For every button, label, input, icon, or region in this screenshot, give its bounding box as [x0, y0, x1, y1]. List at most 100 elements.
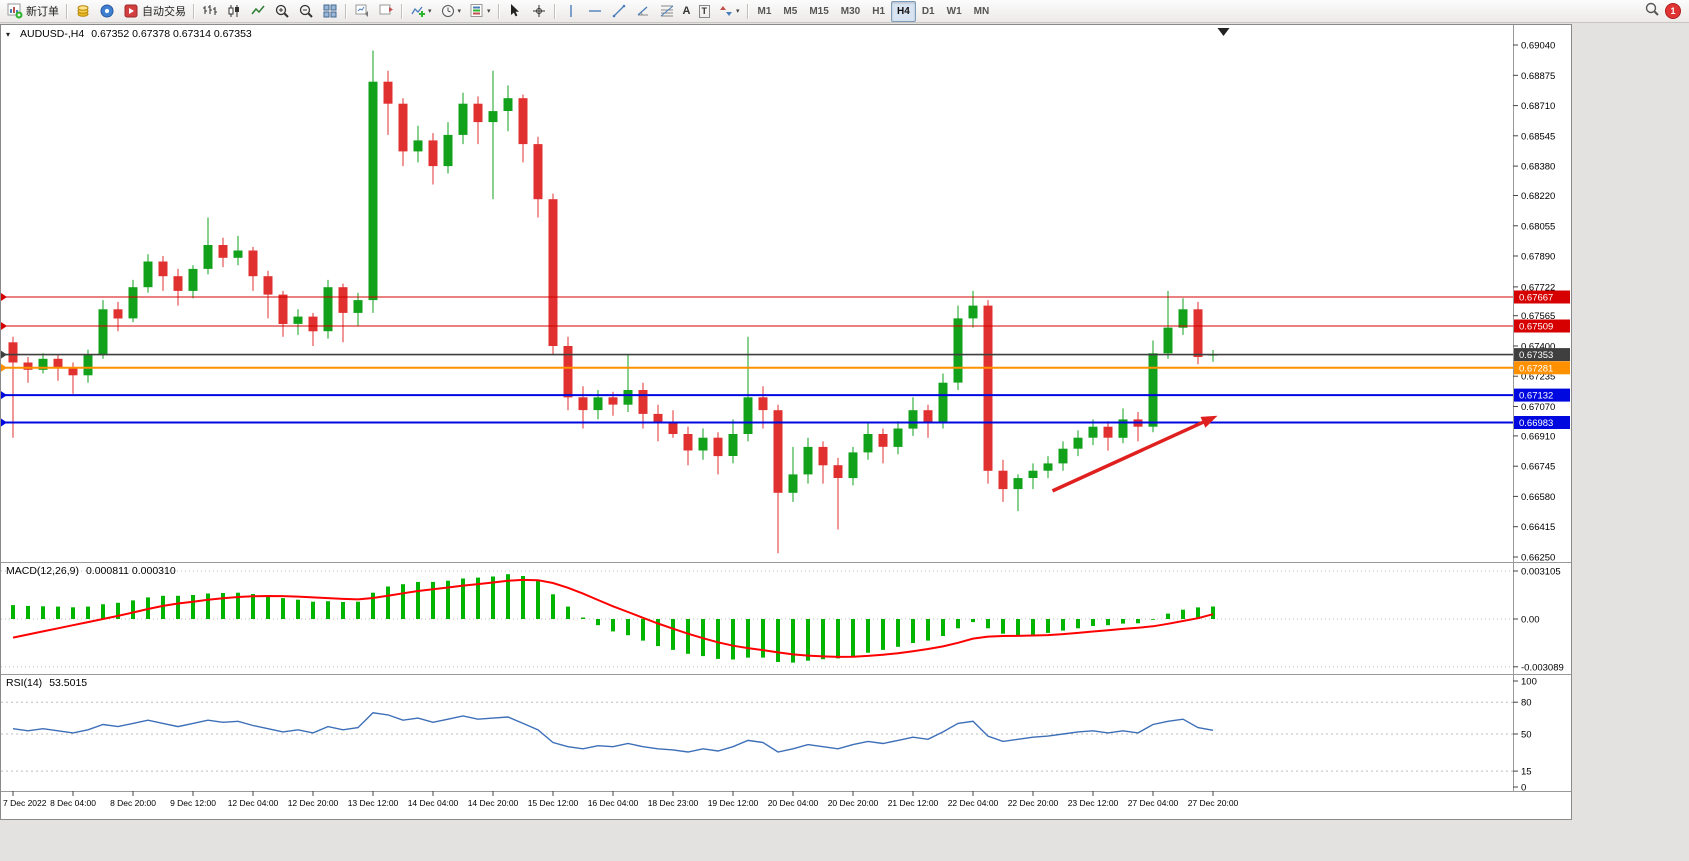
line-chart-button[interactable] — [246, 1, 270, 22]
svg-text:0.69040: 0.69040 — [1521, 41, 1555, 52]
svg-text:50: 50 — [1521, 730, 1532, 741]
fibonacci-tool-button[interactable] — [655, 1, 679, 22]
cursor-icon — [507, 3, 523, 19]
svg-text:18 Dec 23:00: 18 Dec 23:00 — [648, 798, 699, 808]
bar-chart-button[interactable] — [198, 1, 222, 22]
new-order-button[interactable]: 新订单 — [3, 1, 63, 22]
templates-button[interactable]: ▾ — [465, 1, 495, 22]
zoom-out-button[interactable] — [294, 1, 318, 22]
candlestick-chart-button[interactable] — [222, 1, 246, 22]
svg-text:0.67667: 0.67667 — [1519, 293, 1553, 304]
svg-text:14 Dec 20:00: 14 Dec 20:00 — [468, 798, 519, 808]
svg-text:16 Dec 04:00: 16 Dec 04:00 — [588, 798, 639, 808]
timeframe-w1-button[interactable]: W1 — [946, 5, 962, 17]
chart-shift-marker — [1217, 28, 1230, 36]
svg-text:0.67132: 0.67132 — [1519, 391, 1553, 402]
trend-angle-tool-button[interactable] — [631, 1, 655, 22]
svg-text:0.68220: 0.68220 — [1521, 191, 1555, 202]
indicators-button[interactable]: ▾ — [406, 1, 436, 22]
svg-text:7 Dec 2022: 7 Dec 2022 — [3, 798, 47, 808]
chart-shift-button[interactable] — [374, 1, 398, 22]
symbol-period-label: AUDUSD-,H4 — [20, 28, 85, 40]
zoom-in-icon — [274, 3, 290, 19]
auto-scroll-button[interactable] — [350, 1, 374, 22]
svg-text:0.67565: 0.67565 — [1521, 311, 1555, 322]
time-axis[interactable]: 7 Dec 2022 8 Dec 04:00 8 Dec 20:00 9 Dec 12… — [3, 791, 1239, 808]
svg-text:0.67890: 0.67890 — [1521, 252, 1555, 263]
main-toolbar: 新订单 自动交易 ▾ ▾ — [0, 0, 1689, 23]
svg-text:0.66745: 0.66745 — [1521, 462, 1555, 473]
svg-text:0.68875: 0.68875 — [1521, 71, 1555, 82]
zoom-in-button[interactable] — [270, 1, 294, 22]
timeframe-m15-button[interactable]: M15 — [809, 5, 829, 17]
text-tool-button[interactable]: A — [679, 1, 695, 22]
svg-text:23 Dec 12:00: 23 Dec 12:00 — [1068, 798, 1119, 808]
rsi-value: 53.5015 — [49, 677, 88, 689]
svg-text:0.68545: 0.68545 — [1521, 131, 1555, 142]
auto-trading-icon — [123, 3, 139, 19]
price-axis[interactable]: 0.69040 0.68875 0.68710 0.68545 0.68380 0.682… — [1513, 41, 1555, 564]
candlestick-plot[interactable] — [8, 28, 1230, 554]
chart-window: 0.69040 0.68875 0.68710 0.68545 0.68380 0.682… — [0, 24, 1572, 820]
fibonacci-icon — [659, 3, 675, 19]
trend-arrow[interactable] — [1051, 415, 1218, 493]
svg-text:22 Dec 20:00: 22 Dec 20:00 — [1008, 798, 1059, 808]
cursor-button[interactable] — [503, 1, 527, 22]
timeframe-m1-button[interactable]: M1 — [757, 5, 772, 17]
horizontal-lines[interactable]: 0.67667 0.67509 0.67353 0.67281 0.67132 0.669… — [1, 290, 1570, 430]
zoom-out-icon — [298, 3, 314, 19]
timeframe-h1-button[interactable]: H1 — [872, 5, 886, 17]
timeframe-m30-button[interactable]: M30 — [840, 5, 861, 17]
svg-text:-0.003089: -0.003089 — [1521, 662, 1564, 673]
crosshair-button[interactable] — [527, 1, 551, 22]
toolbar-separator — [746, 3, 749, 19]
rsi-name: RSI(14) — [6, 677, 43, 689]
timeframe-d1-button[interactable]: D1 — [921, 5, 935, 17]
toolbar-separator — [553, 3, 556, 19]
timeframe-mn-button[interactable]: MN — [973, 5, 990, 17]
macd-name: MACD(12,26,9) — [6, 565, 79, 577]
chart-canvas[interactable]: 0.69040 0.68875 0.68710 0.68545 0.68380 0.682… — [1, 25, 1571, 818]
deposit-button[interactable] — [71, 1, 95, 22]
timeframe-h4-button[interactable]: H4 — [891, 0, 916, 22]
toolbar-separator — [497, 3, 500, 19]
chevron-down-icon: ▾ — [487, 7, 491, 15]
vertical-line-tool-button[interactable] — [559, 1, 583, 22]
periods-button[interactable]: ▾ — [436, 1, 466, 22]
svg-text:0.67509: 0.67509 — [1519, 322, 1553, 333]
svg-text:0.67070: 0.67070 — [1521, 402, 1555, 413]
text-label-tool-button[interactable]: T — [695, 1, 715, 22]
toolbar-separator — [345, 3, 347, 19]
macd-indicator-label: MACD(12,26,9) 0.000811 0.000310 — [6, 565, 176, 577]
trendline-icon — [611, 3, 627, 19]
svg-text:8 Dec 04:00: 8 Dec 04:00 — [50, 798, 96, 808]
clock-icon — [440, 3, 456, 19]
search-icon[interactable] — [1644, 1, 1660, 22]
rsi-indicator-label: RSI(14) 53.5015 — [6, 677, 87, 689]
trendline-tool-button[interactable] — [607, 1, 631, 22]
chart-title: ▾ AUDUSD-,H4 0.67352 0.67378 0.67314 0.6… — [6, 28, 252, 40]
svg-text:0.68055: 0.68055 — [1521, 221, 1555, 232]
timeframe-m5-button[interactable]: M5 — [783, 5, 798, 17]
notification-badge[interactable]: 1 — [1665, 3, 1681, 19]
pane-dividers — [1, 25, 1571, 792]
horizontal-line-tool-button[interactable] — [583, 1, 607, 22]
toolbar-right-group: 1 — [1644, 1, 1686, 22]
tile-windows-button[interactable] — [318, 1, 342, 22]
svg-text:0.66983: 0.66983 — [1519, 418, 1553, 429]
tile-windows-icon — [322, 3, 338, 19]
chevron-down-icon: ▾ — [457, 7, 462, 15]
svg-text:80: 80 — [1521, 698, 1532, 709]
indicators-icon — [410, 3, 426, 19]
one-click-collapse-icon[interactable]: ▾ — [6, 30, 11, 39]
svg-text:12 Dec 04:00: 12 Dec 04:00 — [228, 798, 279, 808]
toolbar-separator — [193, 3, 195, 19]
auto-trading-button[interactable]: 自动交易 — [119, 1, 190, 22]
chevron-down-icon: ▾ — [736, 7, 740, 15]
arrows-tool-button[interactable]: ▾ — [714, 1, 744, 22]
support-button[interactable] — [95, 1, 119, 22]
toolbar-separator — [66, 3, 68, 19]
svg-text:9 Dec 12:00: 9 Dec 12:00 — [170, 798, 216, 808]
svg-text:0.67235: 0.67235 — [1521, 372, 1555, 383]
